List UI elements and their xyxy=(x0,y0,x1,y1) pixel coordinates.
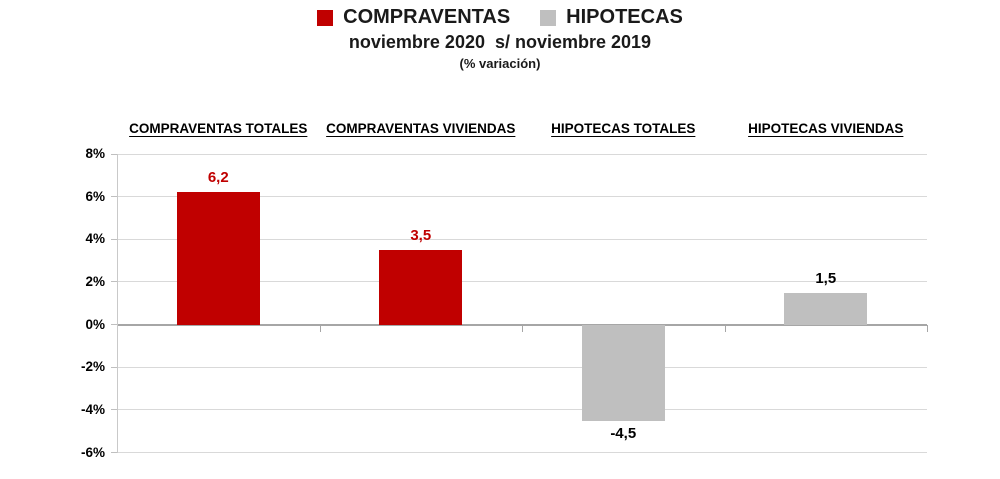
gridline xyxy=(117,238,927,240)
gridline xyxy=(117,366,927,368)
y-tick-label: -6% xyxy=(80,444,105,460)
legend-item-compraventas: COMPRAVENTAS xyxy=(317,6,510,29)
legend: COMPRAVENTAS HIPOTECAS xyxy=(317,6,683,29)
y-axis-tick xyxy=(111,452,117,453)
chart-subtitle: noviembre 2020 s/ noviembre 2019 xyxy=(348,32,652,52)
y-axis-tick xyxy=(111,153,117,155)
y-axis-tick xyxy=(111,366,117,368)
y-axis-tick xyxy=(111,238,117,240)
category-header-hipotecas-totales: HIPOTECAS TOTALES xyxy=(551,121,696,136)
bar-hipotecas-totales xyxy=(581,324,665,421)
y-axis-line xyxy=(117,154,118,453)
legend-label: COMPRAVENTAS xyxy=(343,6,511,28)
bar-value-label: 6,2 xyxy=(207,169,229,187)
bar-value-label: -4,5 xyxy=(610,424,637,442)
x-axis-tick xyxy=(522,324,523,332)
category-header-hipotecas-viviendas: HIPOTECAS VIVIENDAS xyxy=(748,121,904,136)
y-tick-label: 0% xyxy=(85,316,105,332)
x-axis-tick xyxy=(319,324,321,332)
gridline xyxy=(117,452,927,453)
bar-value-label: 1,5 xyxy=(815,269,837,287)
bar-compraventas-viviendas xyxy=(379,249,463,325)
bar-hipotecas-viviendas xyxy=(784,292,868,325)
gridline xyxy=(117,281,927,283)
y-tick-label: -4% xyxy=(80,401,105,417)
compraventas-swatch-icon xyxy=(317,9,334,26)
x-axis-tick xyxy=(927,324,928,332)
y-tick-label: 6% xyxy=(85,188,105,204)
gridline xyxy=(117,153,927,155)
legend-item-hipotecas: HIPOTECAS xyxy=(540,6,683,29)
bar-value-label: 3,5 xyxy=(410,226,432,244)
x-axis-tick xyxy=(724,324,726,332)
y-tick-label: 4% xyxy=(85,231,105,247)
y-axis-tick xyxy=(111,196,117,198)
y-axis-tick xyxy=(111,281,117,283)
y-tick-label: 2% xyxy=(85,273,105,289)
legend-label: HIPOTECAS xyxy=(566,6,683,28)
chart-header: COMPRAVENTAS HIPOTECAS noviembre 2020 s/ … xyxy=(0,6,1000,71)
category-header-compraventas-viviendas: COMPRAVENTAS VIVIENDAS xyxy=(326,121,516,136)
category-header-compraventas-totales: COMPRAVENTAS TOTALES xyxy=(129,121,308,136)
gridline xyxy=(117,196,927,198)
bar-compraventas-totales xyxy=(176,192,260,325)
y-axis-tick xyxy=(111,409,117,411)
hipotecas-swatch-icon xyxy=(540,9,557,26)
y-tick-label: 8% xyxy=(85,146,105,161)
gridline xyxy=(117,409,927,411)
chart-variation-note: (% variación) xyxy=(459,56,541,71)
y-tick-label: -2% xyxy=(80,359,105,375)
y-axis-tick xyxy=(111,324,117,326)
